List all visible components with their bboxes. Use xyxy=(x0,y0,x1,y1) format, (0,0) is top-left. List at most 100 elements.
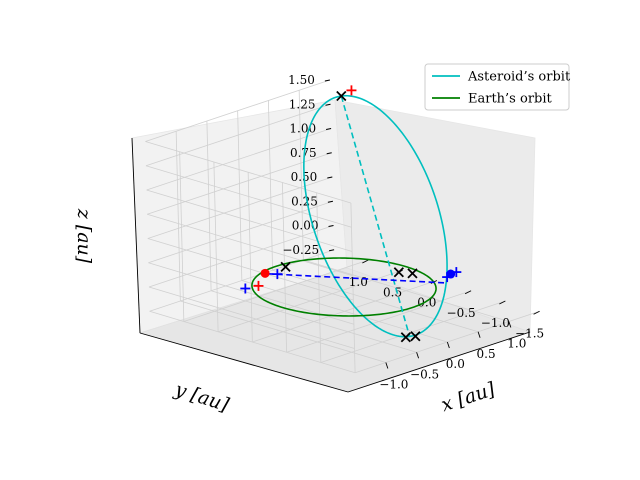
y-tick-label: −0.5 xyxy=(447,306,476,320)
z-tick-label: −0.25 xyxy=(282,243,319,257)
y-tick-mark xyxy=(499,300,506,305)
orbit-series xyxy=(251,94,448,338)
asteroid-orbit-line xyxy=(303,94,448,338)
z-tick-mark xyxy=(327,200,333,203)
y-tick-label: 1.0 xyxy=(349,275,368,289)
x-marker-stroke xyxy=(407,268,418,279)
y-tick-label: 0.5 xyxy=(383,285,402,299)
grid-x-wall xyxy=(298,90,304,261)
aphelion-plus-marker xyxy=(451,267,462,278)
x-tick-label: 0.5 xyxy=(477,347,496,361)
grid-x-wall xyxy=(206,120,212,291)
orbit-markers xyxy=(240,85,462,343)
axis-lines xyxy=(131,137,531,393)
grid-y-floor xyxy=(217,269,403,333)
y-tick-label: 0.0 xyxy=(417,296,436,310)
z-tick-label: 1.25 xyxy=(289,97,316,111)
legend-frame xyxy=(424,63,570,111)
z-tick-label: 0.25 xyxy=(291,194,318,208)
asteroid-apsidal-dashed-line xyxy=(340,95,411,337)
perihelion-plus-marker xyxy=(346,85,357,96)
z-tick-label: 1.50 xyxy=(288,73,315,87)
x-axis-line xyxy=(347,331,531,393)
y-axis-line xyxy=(139,332,349,393)
y-tick-mark xyxy=(464,290,472,295)
earth-orbit-line xyxy=(251,257,437,317)
y-tick-label: −1.0 xyxy=(481,316,510,330)
grid-y-wall xyxy=(350,202,356,373)
x-tick-label: −0.5 xyxy=(410,367,439,381)
x-tick-mark xyxy=(477,331,481,338)
grid-z-left xyxy=(147,238,354,301)
legend-label-earth: Earth’s orbit xyxy=(468,92,553,107)
node-x-marker xyxy=(400,332,411,343)
grid-y-floor xyxy=(286,290,472,353)
aphelion-plus-marker xyxy=(240,283,251,294)
y-axis-label: y [au] xyxy=(171,378,232,416)
x-tick-mark xyxy=(508,321,512,328)
y-tick-mark xyxy=(362,259,369,264)
earth-position-marker xyxy=(260,268,270,278)
z-tick-label: 0.75 xyxy=(290,146,317,160)
grid-y-wall xyxy=(316,192,322,363)
grid-x-wall xyxy=(237,110,243,281)
node-x-marker xyxy=(280,261,291,272)
node-x-marker xyxy=(410,331,421,342)
grid-z-left xyxy=(149,310,356,374)
x-marker-stroke xyxy=(410,331,421,342)
y-tick-label: −1.5 xyxy=(515,326,544,340)
grid-z-right xyxy=(146,128,332,191)
aphelion-plus-marker xyxy=(442,272,453,283)
tick-marks-and-labels: −1.0−0.50.00.51.01.00.50.0−0.5−1.0−1.51.… xyxy=(282,73,544,392)
perihelion-plus-marker xyxy=(253,280,264,291)
aphelion-plus-marker xyxy=(272,269,283,280)
x-tick-mark xyxy=(416,352,420,359)
z-tick-mark xyxy=(326,152,332,155)
z-axis-line xyxy=(131,137,141,334)
node-x-marker xyxy=(336,90,347,102)
x-marker-stroke xyxy=(336,90,347,102)
grid-z-right xyxy=(147,176,333,239)
x-tick-mark xyxy=(446,341,450,349)
grid-y-wall xyxy=(247,172,253,343)
z-tick-mark xyxy=(325,103,331,106)
z-axis-label: z [au] xyxy=(73,208,95,264)
grid-z-left xyxy=(148,286,355,349)
x-marker-stroke xyxy=(393,267,404,278)
grid-y-floor xyxy=(183,259,369,322)
z-tick-mark xyxy=(324,79,330,82)
legend-label-asteroid: Asteroid’s orbit xyxy=(467,70,571,85)
z-tick-mark xyxy=(329,249,335,252)
grid-y-floor xyxy=(252,280,437,343)
grid-z-right xyxy=(145,103,331,167)
z-tick-mark xyxy=(328,225,334,227)
x-tick-label: 1.0 xyxy=(507,337,526,351)
x-tick-label: 0.0 xyxy=(446,357,465,371)
grid-x-wall xyxy=(175,131,181,302)
x-tick-label: −1.0 xyxy=(379,378,408,392)
x-tick-mark xyxy=(385,362,389,369)
grid-y-wall xyxy=(179,151,185,322)
z-tick-label: 1.00 xyxy=(289,122,316,136)
grid-x-wall xyxy=(268,100,273,271)
x-axis-label: x [au] xyxy=(439,378,499,416)
grid-z-left xyxy=(147,213,353,277)
node-x-marker xyxy=(407,268,418,279)
earth-apsidal-dashed-line xyxy=(267,272,448,284)
grid-y-floor xyxy=(320,300,506,363)
grid-z-right xyxy=(145,79,331,142)
legend: Asteroid’s orbit Earth’s orbit xyxy=(424,63,571,111)
grid-y-wall xyxy=(213,161,219,332)
x-marker-stroke xyxy=(400,332,411,343)
grid-z-left xyxy=(145,141,352,204)
y-tick-mark xyxy=(533,310,540,315)
node-x-marker xyxy=(393,267,404,278)
x-marker-stroke xyxy=(280,261,291,272)
grid-z-left xyxy=(145,165,352,228)
z-tick-mark xyxy=(327,176,333,179)
gridlines xyxy=(145,79,540,374)
grid-z-right xyxy=(147,152,332,215)
grid-z-right xyxy=(148,225,334,288)
grid-z-right xyxy=(148,200,334,264)
